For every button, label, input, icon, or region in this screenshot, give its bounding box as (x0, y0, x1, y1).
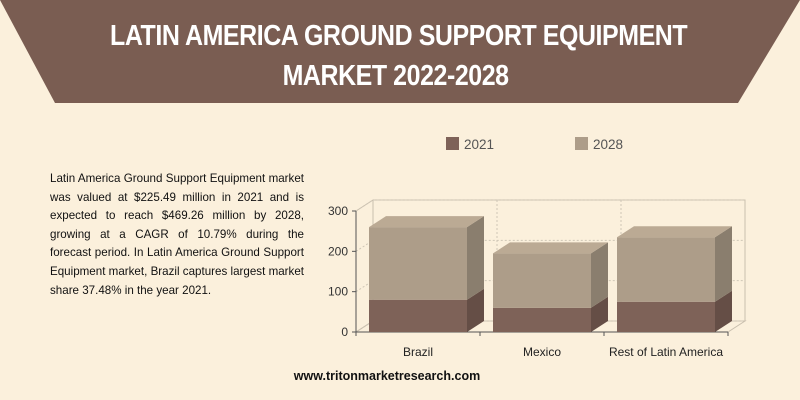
category-label: Brazil (403, 345, 433, 359)
bar-front (369, 299, 467, 332)
bar-top (369, 216, 484, 228)
bar-side (467, 288, 484, 332)
category-label: Mexico (523, 345, 561, 359)
bar-side (591, 296, 608, 332)
category-label: Rest of Latin America (609, 345, 723, 359)
bar-front (617, 301, 715, 332)
title-banner: LATIN AMERICA GROUND SUPPORT EQUIPMENT M… (0, 0, 800, 103)
category-labels: Brazil Mexico Rest of Latin America (403, 345, 723, 359)
y-tick-label: 300 (328, 204, 348, 218)
chart-legend: 2021 2028 (446, 137, 623, 152)
legend-swatch-2028 (575, 137, 588, 150)
banner-shape (0, 0, 800, 103)
bar-brazil-2028 (369, 216, 484, 300)
bar-side (467, 216, 484, 300)
bar-front (369, 227, 467, 300)
bar-top (617, 226, 732, 238)
bar-mexico-2021 (493, 296, 608, 332)
gridline (355, 199, 745, 212)
bar-front (617, 237, 715, 302)
bar-front (493, 253, 591, 308)
website-url: www.tritonmarketresearch.com (293, 369, 481, 383)
legend-label-2021: 2021 (464, 137, 494, 152)
market-description: Latin America Ground Support Equipment m… (50, 172, 304, 297)
legend-swatch-2021 (446, 137, 459, 150)
y-tick-label: 100 (328, 285, 348, 299)
bar-side (591, 242, 608, 308)
page-title-line-2: MARKET 2022-2028 (282, 60, 509, 92)
bar-top (493, 242, 608, 254)
chart-bars (369, 216, 732, 332)
legend-label-2028: 2028 (593, 137, 623, 152)
bar-mexico-2028 (493, 242, 608, 308)
y-tick-label: 0 (341, 325, 348, 339)
bar-brazil-2021 (369, 288, 484, 332)
page-title-line-1: LATIN AMERICA GROUND SUPPORT EQUIPMENT (110, 20, 688, 52)
bar-side (715, 290, 732, 332)
y-tick-label: 200 (328, 244, 348, 258)
bar-side (715, 226, 732, 302)
bar-rest-of-latin-america-2028 (617, 226, 732, 302)
bar-front (493, 307, 591, 332)
bar-rest-of-latin-america-2021 (617, 290, 732, 332)
